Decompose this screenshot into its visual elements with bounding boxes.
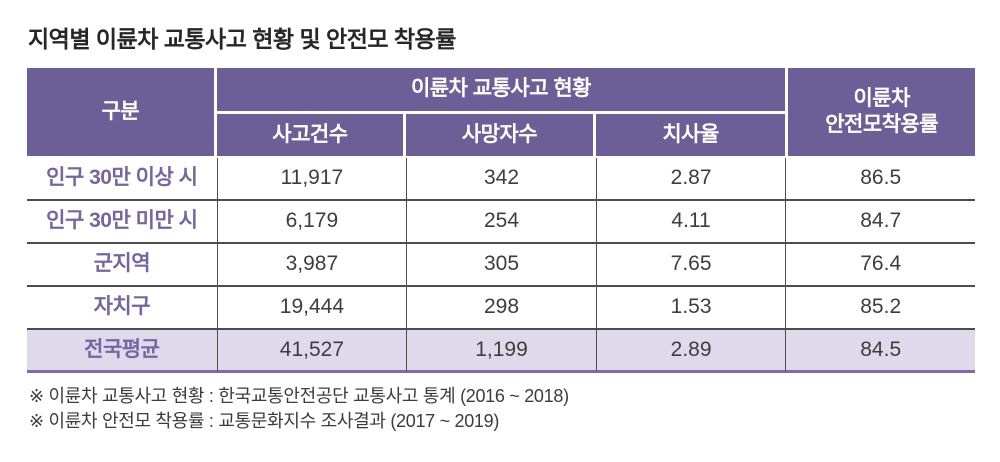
header-accident-group: 이륜차 교통사고 현황 [216, 68, 786, 114]
cell-accidents: 3,987 [216, 244, 407, 287]
header-helmet-rate: 이륜차 안전모착용률 [785, 68, 975, 158]
summary-row-label: 전국평균 [27, 330, 217, 373]
cell-accidents: 6,179 [216, 201, 407, 244]
row-label: 인구 30만 미만 시 [27, 201, 217, 244]
cell-helmet-rate: 86.5 [785, 158, 975, 201]
cell-deaths: 254 [406, 201, 596, 244]
summary-cell-accidents: 41,527 [216, 330, 407, 373]
cell-deaths: 342 [406, 158, 596, 201]
cell-fatality-rate: 2.87 [595, 158, 786, 201]
header-death-count: 사망자수 [406, 114, 596, 158]
page: 지역별 이륜차 교통사고 현황 및 안전모 착용률 구분 이륜차 교통사고 현황… [27, 26, 975, 434]
cell-accidents: 11,917 [216, 158, 407, 201]
summary-cell-deaths: 1,199 [406, 330, 596, 373]
cell-fatality-rate: 4.11 [595, 201, 786, 244]
footnote-accident-source: ※ 이륜차 교통사고 현황 : 한국교통안전공단 교통사고 통계 (2016 ~… [29, 386, 569, 406]
row-label: 자치구 [27, 287, 217, 330]
table-title: 지역별 이륜차 교통사고 현황 및 안전모 착용률 [28, 26, 456, 52]
cell-deaths: 298 [406, 287, 596, 330]
header-helmet-line1: 이륜차 [853, 86, 910, 110]
footnotes: ※ 이륜차 교통사고 현황 : 한국교통안전공단 교통사고 통계 (2016 ~… [29, 384, 975, 434]
cell-deaths: 305 [406, 244, 596, 287]
cell-helmet-rate: 85.2 [785, 287, 975, 330]
footnote-helmet-source: ※ 이륜차 안전모 착용률 : 교통문화지수 조사결과 (2017 ~ 2019… [29, 410, 500, 431]
cell-fatality-rate: 1.53 [595, 287, 786, 330]
header-accident-count: 사고건수 [216, 114, 407, 158]
cell-helmet-rate: 84.7 [785, 201, 975, 244]
cell-fatality-rate: 7.65 [595, 244, 786, 287]
header-helmet-line2: 안전모착용률 [825, 113, 939, 136]
summary-cell-helmet-rate: 84.5 [785, 330, 975, 373]
header-fatality-rate: 치사율 [595, 114, 786, 158]
cell-helmet-rate: 76.4 [785, 244, 975, 287]
row-label: 군지역 [27, 244, 217, 287]
row-label: 인구 30만 이상 시 [27, 158, 217, 201]
summary-cell-fatality-rate: 2.89 [595, 330, 786, 373]
cell-accidents: 19,444 [216, 287, 407, 330]
statistics-table: 구분 이륜차 교통사고 현황 이륜차 안전모착용률 사고건수 사망자수 치사율 … [27, 68, 975, 373]
header-category: 구분 [27, 68, 217, 158]
